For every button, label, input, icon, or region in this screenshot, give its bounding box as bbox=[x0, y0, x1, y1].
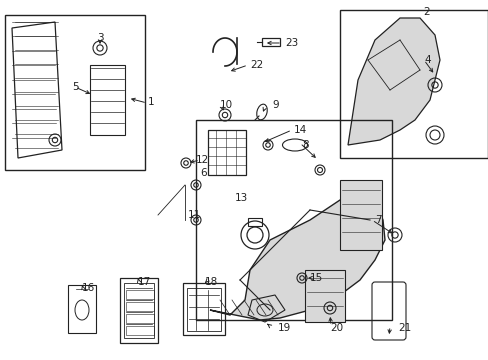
Bar bbox=[339, 180, 381, 250]
Bar bbox=[90, 65, 125, 135]
Text: 16: 16 bbox=[82, 283, 95, 293]
Bar bbox=[126, 326, 154, 335]
Text: 13: 13 bbox=[235, 193, 248, 203]
Bar bbox=[262, 38, 280, 46]
Bar bbox=[207, 130, 245, 175]
Bar bbox=[183, 283, 224, 335]
Text: 9: 9 bbox=[271, 100, 278, 110]
Text: 20: 20 bbox=[329, 323, 343, 333]
Bar bbox=[126, 302, 154, 311]
Text: 18: 18 bbox=[204, 277, 218, 287]
Bar bbox=[186, 288, 221, 331]
Bar bbox=[339, 10, 487, 158]
Text: 19: 19 bbox=[278, 323, 291, 333]
Text: 22: 22 bbox=[249, 60, 263, 70]
Bar bbox=[120, 278, 158, 343]
Text: 10: 10 bbox=[220, 100, 233, 110]
Bar bbox=[305, 270, 345, 322]
Text: 7: 7 bbox=[374, 215, 381, 225]
Text: 6: 6 bbox=[200, 168, 206, 178]
Bar bbox=[126, 314, 154, 323]
Text: 14: 14 bbox=[293, 125, 306, 135]
Bar bbox=[126, 290, 154, 299]
Text: 11: 11 bbox=[187, 210, 201, 220]
Bar bbox=[68, 285, 96, 333]
Text: 23: 23 bbox=[285, 38, 298, 48]
Bar bbox=[124, 283, 154, 338]
Polygon shape bbox=[347, 18, 439, 145]
Bar bbox=[247, 218, 262, 226]
Text: 21: 21 bbox=[397, 323, 410, 333]
Text: 2: 2 bbox=[422, 7, 429, 17]
Text: 12: 12 bbox=[196, 155, 209, 165]
Bar bbox=[196, 120, 391, 320]
Text: 17: 17 bbox=[138, 277, 151, 287]
Text: 15: 15 bbox=[309, 273, 323, 283]
Text: 4: 4 bbox=[423, 55, 430, 65]
Text: 5: 5 bbox=[72, 82, 79, 92]
Text: 1: 1 bbox=[148, 97, 154, 107]
Text: 8: 8 bbox=[302, 140, 308, 150]
Text: 3: 3 bbox=[97, 33, 103, 43]
Polygon shape bbox=[209, 195, 384, 320]
Bar bbox=[5, 15, 145, 170]
